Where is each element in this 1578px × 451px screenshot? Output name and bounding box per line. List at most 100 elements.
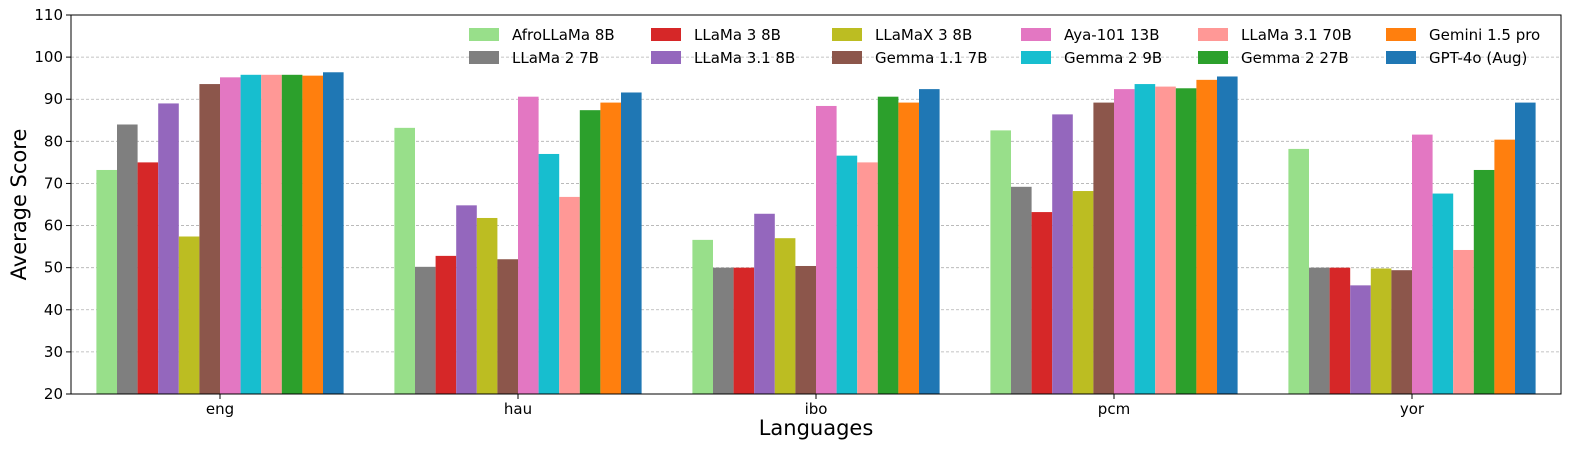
- bar-ibo-llamax-3-8b: [774, 238, 796, 394]
- bar-ibo-llama-2-7b: [713, 267, 734, 394]
- y-tick-label: 40: [44, 301, 63, 319]
- bar-pcm-llama-3-1-8b: [1052, 114, 1073, 394]
- legend-label: LLaMa 2 7B: [512, 49, 599, 67]
- legend-swatch: [651, 28, 681, 41]
- bar-hau-llama-3-1-8b: [456, 205, 477, 394]
- bar-hau-gemma-2-27b: [579, 110, 601, 394]
- bar-ibo-llama-3-1-8b: [754, 213, 775, 394]
- legend-label: Gemma 1.1 7B: [875, 49, 988, 67]
- bar-ibo-gemma-1-1-7b: [795, 265, 816, 394]
- x-tick-label: ibo: [805, 400, 828, 418]
- bar-eng-afrollama-8b: [96, 169, 117, 394]
- bar-pcm-llama-3-8b: [1031, 212, 1053, 394]
- bar-eng-llama-3-1-8b: [158, 103, 179, 394]
- bar-pcm-gemma-2-27b: [1175, 88, 1197, 395]
- bar-yor-gemma-2-27b: [1473, 169, 1495, 394]
- legend-item: LLaMa 2 7B: [469, 49, 599, 67]
- legend-item: AfroLLaMa 8B: [469, 26, 615, 44]
- legend-label: LLaMa 3.1 70B: [1241, 26, 1352, 44]
- y-axis-ticks: 20 30 40 50 60 70 80 90 100 110: [34, 6, 71, 403]
- bar-ibo-gemma-2-9b: [836, 155, 858, 394]
- x-axis-title: Languages: [759, 416, 874, 440]
- bar-pcm-gemini-1-5-pro: [1196, 79, 1217, 395]
- x-tick-label: hau: [504, 400, 532, 418]
- y-tick-label: 50: [44, 259, 63, 277]
- bar-yor-aya-101-13b: [1412, 134, 1433, 394]
- bar-eng-gemini-1-5-pro: [302, 75, 323, 394]
- legend-swatch: [651, 51, 681, 64]
- legend-label: Gemini 1.5 pro: [1429, 26, 1540, 44]
- y-tick-label: 60: [44, 217, 63, 235]
- bar-yor-llama-3-1-70b: [1453, 249, 1474, 394]
- legend-swatch: [1386, 28, 1416, 41]
- bar-eng-gemma-2-9b: [240, 74, 262, 394]
- bars: [96, 72, 1536, 395]
- legend-label: Gemma 2 9B: [1064, 49, 1162, 67]
- legend-item: Aya-101 13B: [1021, 26, 1160, 44]
- bar-eng-gemma-2-27b: [281, 74, 303, 394]
- bar-eng-llama-2-7b: [117, 124, 138, 394]
- bar-yor-gemini-1-5-pro: [1494, 139, 1515, 394]
- bar-eng-gpt-4o-aug: [323, 72, 344, 394]
- legend-label: AfroLLaMa 8B: [512, 26, 615, 44]
- bar-yor-llama-3-8b: [1329, 267, 1351, 394]
- legend-swatch: [469, 28, 499, 41]
- bar-hau-gemma-1-1-7b: [497, 259, 518, 394]
- legend-item: LLaMa 3.1 8B: [651, 49, 795, 67]
- bar-pcm-gemma-1-1-7b: [1093, 102, 1114, 394]
- legend: AfroLLaMa 8B LLaMa 2 7B LLaMa 3 8B LLaMa 3.…: [469, 26, 1540, 67]
- legend-item: LLaMaX 3 8B: [832, 26, 972, 44]
- bar-eng-llama-3-1-70b: [261, 74, 282, 394]
- bar-ibo-llama-3-1-70b: [857, 162, 878, 394]
- legend-swatch: [1386, 51, 1416, 64]
- legend-item: Gemma 1.1 7B: [832, 49, 988, 67]
- legend-label: LLaMa 3 8B: [694, 26, 781, 44]
- bar-hau-aya-101-13b: [518, 96, 539, 394]
- bar-pcm-llamax-3-8b: [1072, 191, 1094, 394]
- bar-yor-afrollama-8b: [1288, 148, 1309, 394]
- y-tick-label: 30: [44, 343, 63, 361]
- bar-pcm-gpt-4o-aug: [1217, 76, 1238, 394]
- x-axis-ticks: eng hau ibo pcm yor: [206, 394, 1425, 418]
- bar-hau-afrollama-8b: [394, 127, 415, 394]
- bar-hau-llama-3-1-70b: [559, 196, 580, 394]
- bar-pcm-gemma-2-9b: [1134, 84, 1156, 394]
- bar-yor-llamax-3-8b: [1370, 268, 1392, 394]
- x-tick-label: eng: [206, 400, 234, 418]
- bar-pcm-llama-3-1-70b: [1155, 86, 1176, 394]
- bar-yor-llama-2-7b: [1309, 267, 1330, 394]
- bar-yor-llama-3-1-8b: [1350, 285, 1371, 394]
- bar-yor-gemma-1-1-7b: [1391, 270, 1412, 394]
- y-axis-title: Average Score: [7, 129, 31, 281]
- legend-swatch: [1021, 51, 1051, 64]
- legend-label: LLaMa 3.1 8B: [694, 49, 795, 67]
- bar-yor-gemma-2-9b: [1432, 193, 1454, 394]
- bar-ibo-gemini-1-5-pro: [898, 102, 919, 394]
- bar-hau-gpt-4o-aug: [621, 92, 642, 395]
- x-tick-label: pcm: [1098, 400, 1130, 418]
- bar-hau-llama-3-8b: [435, 255, 457, 394]
- y-tick-label: 110: [34, 6, 63, 24]
- legend-label: LLaMaX 3 8B: [875, 26, 972, 44]
- bar-yor-gpt-4o-aug: [1515, 102, 1536, 394]
- legend-swatch: [469, 51, 499, 64]
- bar-eng-gemma-1-1-7b: [199, 84, 220, 394]
- bar-eng-aya-101-13b: [220, 77, 241, 394]
- legend-item: Gemini 1.5 pro: [1386, 26, 1540, 44]
- y-tick-label: 80: [44, 132, 63, 150]
- y-tick-label: 20: [44, 385, 63, 403]
- legend-item: LLaMa 3.1 70B: [1198, 26, 1352, 44]
- bar-hau-llamax-3-8b: [476, 217, 498, 394]
- legend-swatch: [1198, 28, 1228, 41]
- legend-item: GPT-4o (Aug): [1386, 49, 1527, 67]
- legend-item: LLaMa 3 8B: [651, 26, 781, 44]
- x-tick-label: yor: [1400, 400, 1425, 418]
- legend-label: Aya-101 13B: [1064, 26, 1160, 44]
- legend-label: Gemma 2 27B: [1241, 49, 1349, 67]
- bar-ibo-llama-3-8b: [733, 267, 755, 394]
- legend-item: Gemma 2 27B: [1198, 49, 1349, 67]
- bar-pcm-afrollama-8b: [990, 130, 1011, 394]
- bar-hau-llama-2-7b: [415, 266, 436, 394]
- bar-eng-llamax-3-8b: [178, 236, 200, 394]
